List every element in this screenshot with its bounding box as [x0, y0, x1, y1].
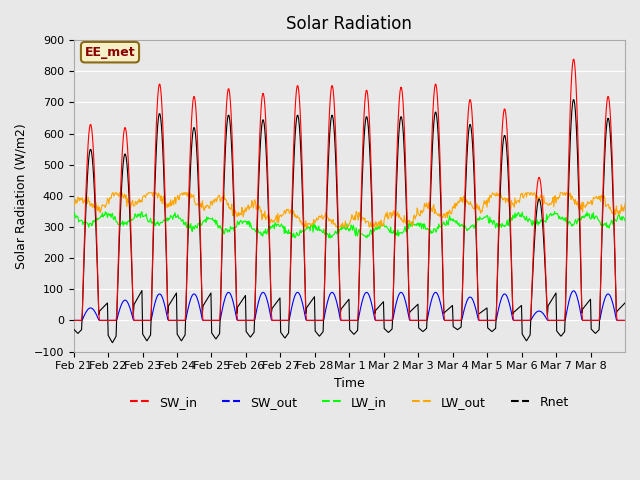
Legend: SW_in, SW_out, LW_in, LW_out, Rnet: SW_in, SW_out, LW_in, LW_out, Rnet [125, 391, 573, 414]
Y-axis label: Solar Radiation (W/m2): Solar Radiation (W/m2) [15, 123, 28, 269]
Title: Solar Radiation: Solar Radiation [286, 15, 412, 33]
Text: EE_met: EE_met [84, 46, 135, 59]
X-axis label: Time: Time [334, 377, 365, 390]
